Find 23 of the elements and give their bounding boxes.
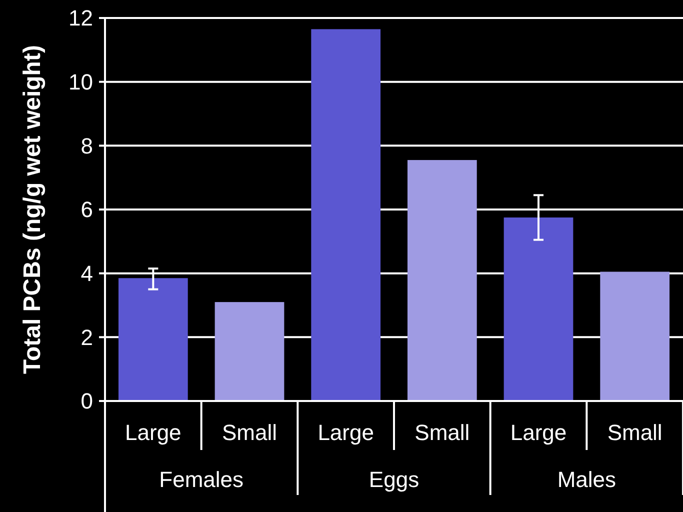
y-tick-label: 0 xyxy=(80,388,93,414)
x-tick-label: Small xyxy=(222,420,278,445)
x-tick-label: Large xyxy=(125,420,182,445)
x-tick-label: Small xyxy=(414,420,470,445)
x-tick-label: Large xyxy=(510,420,567,445)
y-tick-label: 8 xyxy=(80,133,93,158)
text: Males xyxy=(557,467,616,492)
x-tick-label: Large xyxy=(318,420,374,445)
y-axis-title: Total PCBs (ng/g wet weight) xyxy=(19,45,46,374)
text: Females xyxy=(159,467,244,492)
bar xyxy=(407,160,477,401)
y-tick-label: 2 xyxy=(80,324,93,350)
bar xyxy=(311,29,381,401)
bar xyxy=(600,272,670,401)
y-tick-label: 12 xyxy=(68,6,93,31)
x-tick-label: Small xyxy=(607,420,662,445)
bar xyxy=(118,278,188,401)
bar xyxy=(214,302,284,401)
bar xyxy=(504,217,574,401)
y-tick-label: 6 xyxy=(80,197,93,222)
y-tick-label: 10 xyxy=(68,70,93,95)
text: Eggs xyxy=(368,467,420,492)
y-tick-label: 4 xyxy=(80,261,93,286)
